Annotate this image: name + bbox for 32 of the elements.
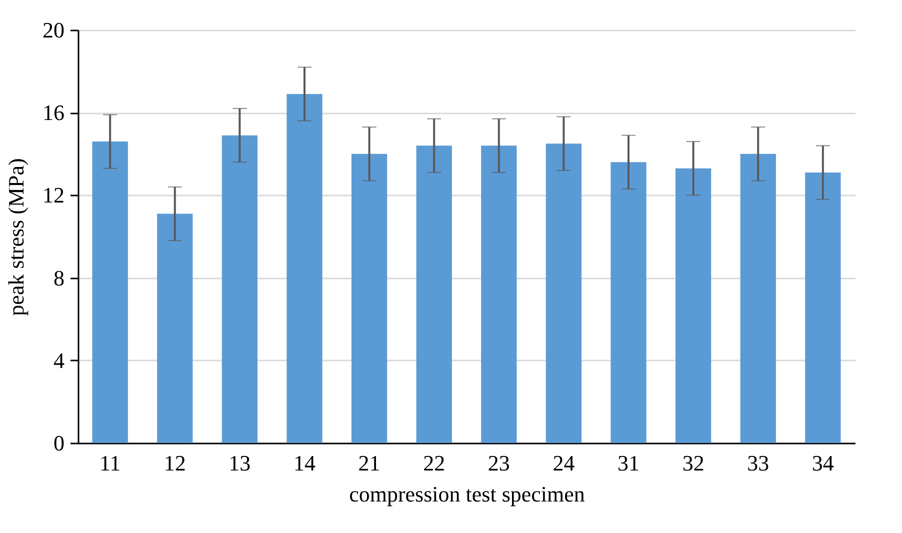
x-tick-label: 22 — [423, 450, 446, 476]
bar — [546, 144, 582, 443]
x-tick-label: 34 — [812, 450, 834, 476]
y-tick-label: 8 — [54, 265, 64, 290]
x-tick-label: 24 — [552, 450, 575, 476]
bar — [675, 168, 712, 443]
bar — [222, 135, 258, 443]
bar — [157, 214, 193, 443]
bar — [92, 142, 128, 443]
bar — [610, 162, 646, 443]
x-tick-label: 14 — [293, 450, 316, 476]
y-tick-label: 20 — [42, 18, 64, 42]
x-tick-label: 31 — [618, 450, 640, 476]
y-tick-label: 4 — [54, 348, 64, 373]
y-tick-label: 12 — [42, 182, 64, 208]
y-tick-label: 16 — [42, 100, 64, 126]
bar — [740, 154, 776, 443]
x-tick-label: 33 — [747, 450, 770, 476]
x-tick-label: 12 — [164, 450, 186, 476]
bar — [351, 154, 388, 443]
x-tick-label: 23 — [488, 450, 510, 476]
bar — [286, 94, 322, 443]
bar — [481, 146, 517, 443]
y-axis-title: peak stress (MPa) — [4, 158, 28, 316]
bar — [416, 146, 452, 443]
x-tick-label: 13 — [228, 450, 251, 476]
bar — [805, 172, 841, 443]
y-tick-label: 0 — [54, 430, 64, 456]
x-tick-label: 21 — [358, 450, 380, 476]
x-axis-title: compression test specimen — [349, 482, 585, 506]
x-tick-label: 32 — [682, 450, 704, 476]
x-tick-label: 11 — [99, 450, 121, 476]
